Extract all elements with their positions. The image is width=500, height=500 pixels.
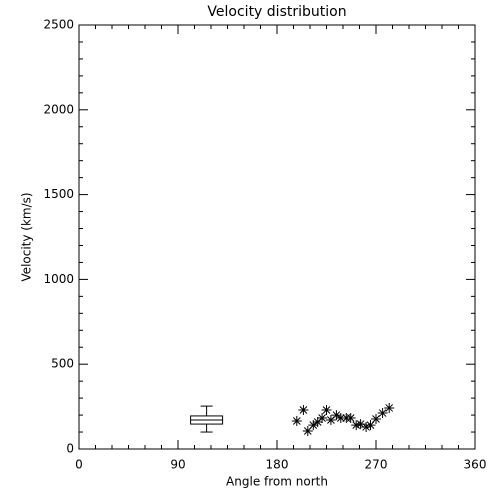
point (351, 420, 362, 431)
point (331, 410, 342, 421)
y-tick-label: 1500 (43, 187, 74, 201)
point (325, 414, 336, 425)
point (291, 416, 302, 427)
point (365, 420, 376, 431)
point (371, 413, 381, 424)
y-tick-label: 2000 (43, 102, 74, 116)
x-tick-label: 90 (170, 458, 185, 472)
chart-title: Velocity distribution (207, 4, 346, 20)
point (377, 408, 388, 419)
point (321, 404, 332, 415)
x-tick-label: 180 (266, 458, 289, 472)
x-axis-label: Angle from north (226, 475, 328, 489)
point (312, 417, 323, 428)
point (308, 420, 319, 431)
x-tick-label: 0 (75, 458, 83, 472)
y-tick-label: 2500 (43, 18, 74, 32)
point (335, 412, 346, 423)
point (302, 426, 313, 437)
point (361, 421, 372, 432)
point (345, 412, 356, 423)
point (384, 402, 395, 413)
point (298, 404, 309, 415)
x-tick-label: 360 (464, 458, 487, 472)
y-axis-label: Velocity (km/s) (20, 192, 34, 281)
y-tick-label: 500 (51, 357, 74, 371)
point (317, 412, 328, 423)
point (355, 419, 366, 430)
y-tick-label: 1000 (43, 272, 74, 286)
x-tick-label: 270 (365, 458, 388, 472)
y-tick-label: 0 (66, 442, 74, 456)
